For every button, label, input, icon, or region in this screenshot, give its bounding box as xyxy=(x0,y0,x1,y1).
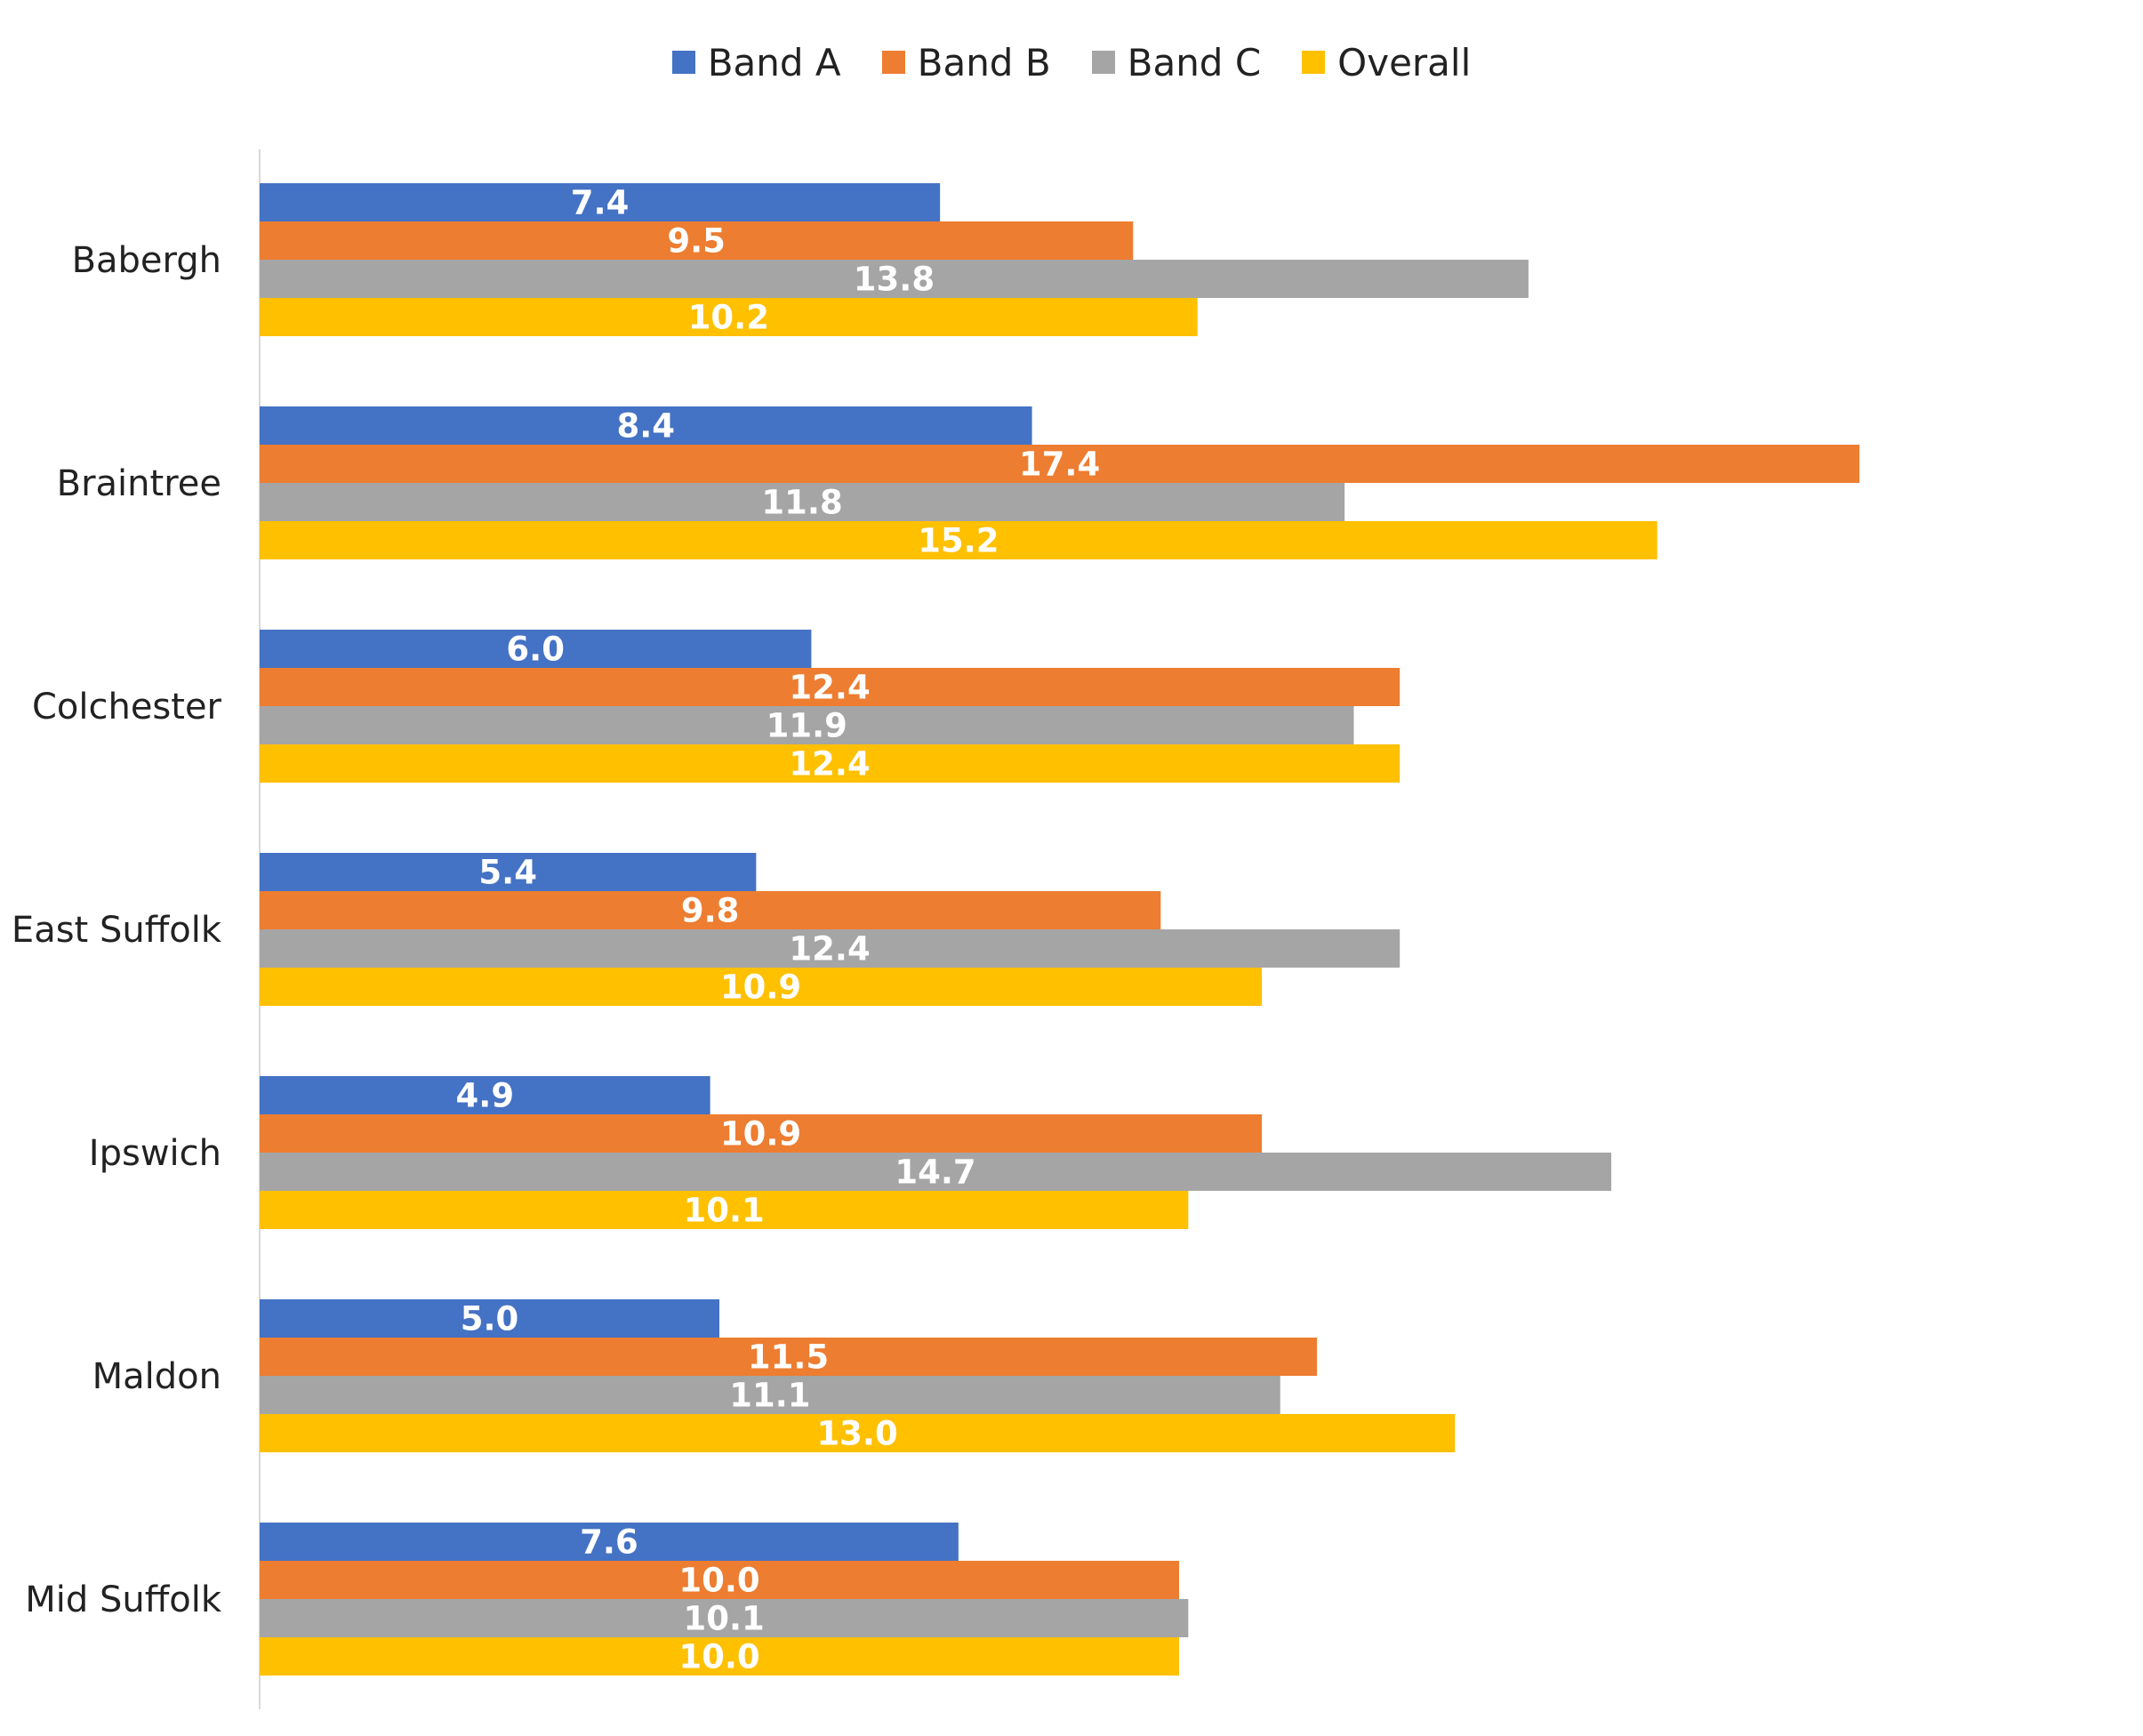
legend: Band A Band B Band C Overall xyxy=(0,36,2143,89)
legend-label: Band B xyxy=(917,40,1051,84)
data-label: 6.0 xyxy=(506,631,565,669)
data-label: 10.1 xyxy=(684,1600,765,1638)
bar-ipswich-overall xyxy=(260,1191,1189,1229)
bar-mid-suffolk-band-c xyxy=(260,1599,1189,1637)
data-label: 14.7 xyxy=(895,1153,975,1192)
bar-ipswich-band-c xyxy=(260,1153,1611,1191)
bar-babergh-overall xyxy=(260,298,1198,336)
data-label: 10.2 xyxy=(688,299,769,337)
bar-mid-suffolk-overall xyxy=(260,1637,1179,1676)
data-label: 11.5 xyxy=(748,1338,829,1377)
legend-swatch xyxy=(671,51,695,74)
data-label: 12.4 xyxy=(789,930,870,968)
category-label: Maldon xyxy=(92,1356,221,1397)
data-label: 5.0 xyxy=(461,1300,519,1338)
bar-maldon-overall xyxy=(260,1414,1456,1452)
bar-colchester-band-a xyxy=(260,630,812,668)
legend-label: Band C xyxy=(1127,40,1262,84)
category-label: East Suffolk xyxy=(12,910,222,951)
data-label: 17.4 xyxy=(1019,446,1100,484)
bar-maldon-band-c xyxy=(260,1376,1280,1414)
legend-item-band-b: Band B xyxy=(881,40,1051,84)
bar-east-suffolk-overall xyxy=(260,968,1263,1006)
data-label: 5.4 xyxy=(478,854,537,892)
bar-ipswich-band-a xyxy=(260,1076,710,1114)
bar-braintree-band-b xyxy=(260,445,1860,483)
bar-maldon-band-a xyxy=(260,1299,719,1338)
legend-swatch xyxy=(1091,51,1115,74)
data-label: 11.9 xyxy=(767,707,847,745)
bar-braintree-band-c xyxy=(260,483,1345,521)
legend-item-overall: Overall xyxy=(1302,41,1471,84)
legend-swatch xyxy=(881,51,905,74)
category-label: Mid Suffolk xyxy=(25,1579,222,1620)
data-label: 9.8 xyxy=(681,892,740,930)
data-label: 13.8 xyxy=(854,261,935,299)
bar-east-suffolk-band-b xyxy=(260,891,1161,929)
bar-braintree-band-a xyxy=(260,406,1032,445)
bar-babergh-band-c xyxy=(260,260,1529,298)
legend-label: Band A xyxy=(707,40,841,84)
bar-babergh-band-b xyxy=(260,221,1134,260)
bar-colchester-band-b xyxy=(260,668,1401,706)
data-label: 7.6 xyxy=(580,1523,638,1562)
legend-label: Overall xyxy=(1337,40,1472,84)
data-label: 4.9 xyxy=(456,1077,515,1115)
bar-east-suffolk-band-c xyxy=(260,929,1401,968)
legend-swatch xyxy=(1302,51,1326,74)
bar-east-suffolk-band-a xyxy=(260,853,757,891)
data-label: 9.5 xyxy=(667,222,726,261)
legend-item-band-a: Band A xyxy=(671,40,841,84)
category-label: Babergh xyxy=(72,240,221,281)
data-label: 12.4 xyxy=(789,669,870,707)
bar-ipswich-band-b xyxy=(260,1114,1263,1153)
data-labels-group: 7.49.513.810.28.417.411.815.26.012.411.9… xyxy=(456,184,1101,1676)
bar-colchester-band-c xyxy=(260,706,1354,744)
data-label: 15.2 xyxy=(918,522,999,560)
data-label: 11.1 xyxy=(729,1377,810,1415)
category-label: Braintree xyxy=(57,463,221,504)
data-label: 7.4 xyxy=(571,184,630,222)
data-label: 10.9 xyxy=(720,1115,801,1153)
bar-mid-suffolk-band-b xyxy=(260,1561,1179,1599)
bars-group xyxy=(260,183,1860,1676)
category-label: Colchester xyxy=(32,687,222,727)
data-label: 12.4 xyxy=(789,745,870,784)
data-label: 10.0 xyxy=(678,1638,759,1676)
legend-item-band-c: Band C xyxy=(1091,40,1262,84)
data-label: 11.8 xyxy=(761,484,842,522)
category-label: Ipswich xyxy=(89,1133,221,1174)
bar-braintree-overall xyxy=(260,521,1657,559)
data-label: 10.0 xyxy=(678,1562,759,1600)
data-label: 10.1 xyxy=(684,1192,765,1230)
bar-mid-suffolk-band-a xyxy=(260,1523,959,1561)
bar-colchester-overall xyxy=(260,744,1401,783)
data-label: 8.4 xyxy=(617,407,676,446)
bar-babergh-band-a xyxy=(260,183,941,221)
data-label: 13.0 xyxy=(816,1415,897,1453)
bar-maldon-band-b xyxy=(260,1338,1318,1376)
category-labels-group: Babergh Braintree Colchester East Suffolk Ip… xyxy=(12,240,222,1620)
data-label: 10.9 xyxy=(720,968,801,1007)
